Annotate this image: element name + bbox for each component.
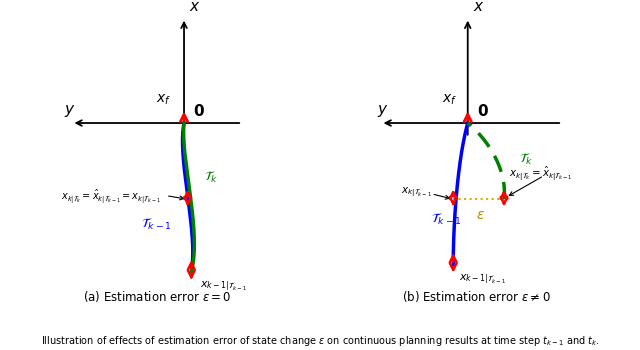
Text: $\mathcal{T}_{k}$: $\mathcal{T}_{k}$: [518, 152, 533, 167]
Text: $x_{k|\mathcal{T}_k} = \hat{x}_{k|\mathcal{T}_{k-1}}$: $x_{k|\mathcal{T}_k} = \hat{x}_{k|\mathc…: [509, 165, 573, 183]
Text: $\mathbf{0}$: $\mathbf{0}$: [477, 103, 489, 119]
Text: (a) Estimation error $\varepsilon = 0$: (a) Estimation error $\varepsilon = 0$: [83, 289, 231, 304]
Text: (b) Estimation error $\varepsilon \neq 0$: (b) Estimation error $\varepsilon \neq 0…: [403, 289, 551, 304]
Text: $\mathcal{T}_{k-1}$: $\mathcal{T}_{k-1}$: [141, 217, 172, 232]
Text: $y$: $y$: [377, 103, 388, 119]
Text: $x_{k-1|\mathcal{T}_{k-1}}$: $x_{k-1|\mathcal{T}_{k-1}}$: [459, 272, 506, 286]
Text: $x_{k|\mathcal{T}_k} = \hat{x}_{k|\mathcal{T}_{k-1}} = x_{k|\mathcal{T}_{k-1}}$: $x_{k|\mathcal{T}_k} = \hat{x}_{k|\mathc…: [61, 187, 160, 204]
Text: $x_{k-1|\mathcal{T}_{k-1}}$: $x_{k-1|\mathcal{T}_{k-1}}$: [200, 279, 248, 293]
Text: $x_f$: $x_f$: [442, 92, 457, 107]
Text: $x$: $x$: [189, 0, 201, 14]
Text: $y$: $y$: [64, 103, 76, 119]
Text: Illustration of effects of estimation error of state change $\varepsilon$ on con: Illustration of effects of estimation er…: [40, 334, 600, 348]
Text: $\mathcal{T}_{k-1}$: $\mathcal{T}_{k-1}$: [431, 212, 462, 227]
Text: $x$: $x$: [473, 0, 484, 14]
Text: $x_{k|\mathcal{T}_{k-1}}$: $x_{k|\mathcal{T}_{k-1}}$: [401, 185, 431, 199]
Text: $\varepsilon$: $\varepsilon$: [476, 208, 485, 222]
Text: $x_f$: $x_f$: [156, 92, 172, 107]
Text: $\mathcal{T}_{k}$: $\mathcal{T}_{k}$: [204, 170, 218, 185]
Text: $\mathbf{0}$: $\mathbf{0}$: [193, 103, 205, 119]
